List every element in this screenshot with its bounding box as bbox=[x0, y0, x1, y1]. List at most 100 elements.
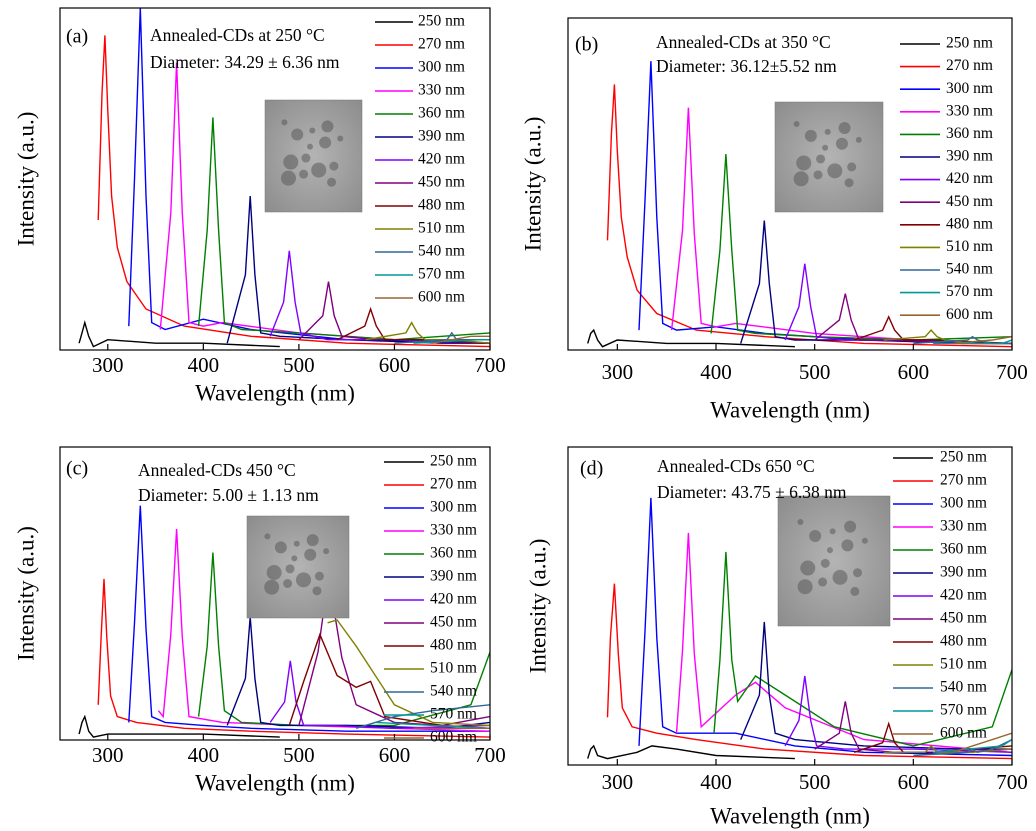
inset-image bbox=[777, 495, 891, 627]
legend-label: 390 nm bbox=[940, 564, 987, 581]
inset-particle bbox=[291, 555, 298, 562]
inset-particle bbox=[800, 560, 816, 576]
inset-particle bbox=[311, 162, 327, 178]
y-axis-title: Intensity (a.u.) bbox=[525, 539, 550, 674]
spectrum-line bbox=[197, 117, 490, 341]
inset-particle bbox=[809, 530, 822, 543]
spectrum-line bbox=[97, 578, 490, 738]
inset-particle bbox=[835, 137, 848, 150]
x-tick-label: 700 bbox=[474, 353, 506, 377]
legend-label: 250 nm bbox=[946, 35, 993, 52]
inset-particle bbox=[829, 528, 836, 535]
legend-label: 540 nm bbox=[940, 679, 987, 696]
legend-label: 510 nm bbox=[418, 220, 465, 237]
panel-label: (c) bbox=[66, 458, 88, 480]
x-tick-label: 300 bbox=[602, 360, 634, 384]
inset-particle bbox=[323, 548, 330, 555]
legend-label: 570 nm bbox=[430, 706, 477, 723]
x-axis-title: Wavelength (nm) bbox=[195, 770, 355, 795]
panel: 300 400 500 600 700 Wavelength (nm) Intensity … bbox=[13, 446, 506, 795]
x-tick-label: 600 bbox=[379, 743, 411, 767]
inset-particle bbox=[274, 541, 287, 554]
spectrum-line bbox=[638, 497, 1012, 757]
inset-particle bbox=[793, 171, 809, 187]
x-tick-label: 500 bbox=[283, 743, 315, 767]
inset-particle bbox=[291, 128, 304, 141]
spectrum-line bbox=[784, 675, 1012, 753]
annotation: Annealed-CDs at 350 °C bbox=[656, 32, 831, 52]
inset-particle bbox=[824, 128, 831, 135]
legend-label: 480 nm bbox=[430, 637, 477, 654]
legend-label: 300 nm bbox=[946, 80, 993, 97]
inset-particle bbox=[337, 135, 344, 142]
legend-label: 540 nm bbox=[418, 243, 465, 260]
x-tick-label: 300 bbox=[92, 353, 124, 377]
inset-image bbox=[264, 99, 363, 213]
legend-label: 330 nm bbox=[940, 518, 987, 535]
legend-label: 510 nm bbox=[430, 660, 477, 677]
plot-area bbox=[78, 8, 490, 348]
legend-label: 250 nm bbox=[418, 13, 465, 30]
inset-particle bbox=[283, 154, 299, 170]
y-axis-title: Intensity (a.u.) bbox=[13, 526, 38, 661]
spectrum-line bbox=[288, 632, 490, 729]
inset-particle bbox=[797, 579, 813, 595]
y-axis-title: Intensity (a.u.) bbox=[13, 112, 38, 247]
inset-particle bbox=[306, 534, 319, 547]
spectrum-line bbox=[933, 739, 1012, 753]
inset-particle bbox=[841, 539, 854, 552]
x-tick-label: 400 bbox=[188, 743, 220, 767]
spectrum-line bbox=[97, 35, 490, 348]
legend-label: 480 nm bbox=[946, 215, 993, 232]
legend-label: 570 nm bbox=[946, 283, 993, 300]
legend-label: 420 nm bbox=[430, 591, 477, 608]
legend-label: 250 nm bbox=[940, 449, 987, 466]
spectrum-line bbox=[336, 306, 490, 344]
x-tick-label: 500 bbox=[799, 770, 831, 794]
x-tick-label: 300 bbox=[92, 743, 124, 767]
legend-label: 450 nm bbox=[946, 193, 993, 210]
x-tick-label: 400 bbox=[188, 353, 220, 377]
spectrum-line bbox=[587, 744, 795, 760]
inset-particle bbox=[264, 579, 280, 595]
panel-label: (a) bbox=[66, 26, 88, 48]
inset-particle bbox=[797, 519, 804, 525]
legend-label: 420 nm bbox=[946, 170, 993, 187]
inset-particle bbox=[820, 558, 830, 568]
annotation: Annealed-CDs at 250 °C bbox=[150, 25, 325, 45]
inset-particle bbox=[813, 170, 823, 180]
legend-label: 300 nm bbox=[430, 499, 477, 516]
legend-label: 600 nm bbox=[946, 306, 993, 323]
x-tick-label: 300 bbox=[602, 770, 634, 794]
inset-particle bbox=[307, 143, 314, 150]
inset-particle bbox=[327, 177, 337, 187]
legend-label: 540 nm bbox=[430, 683, 477, 700]
inset-particle bbox=[804, 129, 817, 142]
spectrum-line bbox=[710, 154, 1012, 341]
spectrum-line bbox=[197, 552, 490, 727]
plot-frame bbox=[567, 446, 1013, 766]
legend-label: 420 nm bbox=[418, 151, 465, 168]
panel: 300 400 500 600 700 Wavelength (nm) Intensity … bbox=[13, 7, 506, 405]
inset-particle bbox=[844, 178, 854, 188]
spectrum-line bbox=[587, 328, 795, 348]
inset-particle bbox=[266, 565, 282, 581]
legend-label: 570 nm bbox=[418, 266, 465, 283]
legend-label: 570 nm bbox=[940, 702, 987, 719]
spectrum-line bbox=[606, 583, 1012, 760]
inset-particle bbox=[285, 564, 295, 574]
inset-particle bbox=[826, 547, 833, 554]
legend-label: 300 nm bbox=[940, 495, 987, 512]
inset-particle bbox=[818, 577, 828, 587]
inset-particle bbox=[822, 144, 829, 151]
inset-particle bbox=[309, 127, 316, 134]
panel: 300 400 500 600 700 Wavelength (nm) Intensity … bbox=[525, 446, 1028, 828]
spectrum-line bbox=[713, 551, 1012, 747]
legend-label: 360 nm bbox=[430, 545, 477, 562]
legend-label: 540 nm bbox=[946, 261, 993, 278]
legend-label: 330 nm bbox=[418, 82, 465, 99]
inset-particle bbox=[314, 571, 324, 581]
spectrum-line bbox=[675, 532, 1012, 753]
legend-label: 270 nm bbox=[940, 472, 987, 489]
x-axis-title: Wavelength (nm) bbox=[195, 380, 355, 405]
